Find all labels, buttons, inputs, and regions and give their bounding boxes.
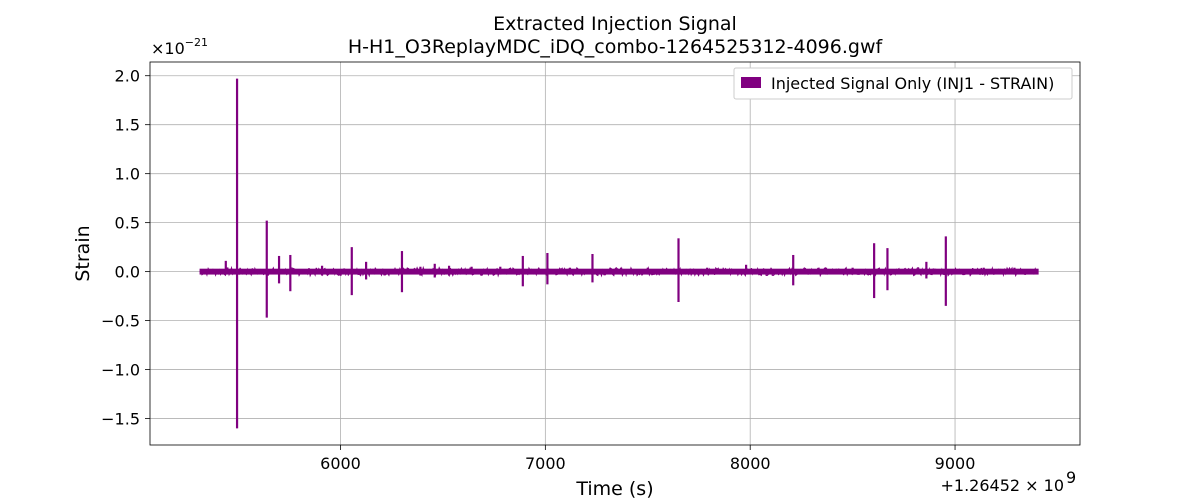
plot-frame [149,61,1081,446]
y-tick-label: −1.0 [101,361,140,380]
x-offset-exponent: 9 [1066,468,1076,487]
y-tick-label: 1.0 [115,165,140,184]
x-tick-label: 7000 [525,454,566,473]
y-tick-label: −0.5 [101,312,140,331]
chart-title: Extracted Injection Signal [493,13,737,35]
x-offset-base: +1.26452 × 10 [940,476,1064,495]
x-axis: 6000 7000 8000 9000 [320,445,975,473]
y-axis: −1.5 −1.0 −0.5 0.0 0.5 1.0 1.5 2.0 [101,67,150,429]
y-tick-label: 0.0 [115,263,140,282]
legend-box [733,67,1073,100]
plot-area [199,78,1039,429]
legend-swatch [741,77,761,88]
legend-label: Injected Signal Only (INJ1 - STRAIN) [771,74,1054,93]
x-axis-title: Time (s) [575,478,653,500]
x-tick-label: 8000 [730,454,771,473]
x-tick-label: 6000 [320,454,361,473]
signal-baseline-trace [199,265,1039,278]
y-tick-label: 0.5 [115,214,140,233]
legend: Injected Signal Only (INJ1 - STRAIN) [733,67,1073,100]
series-injected-signal [199,78,1039,429]
y-tick-label: 2.0 [115,67,140,86]
y-scale-exponent: −21 [185,36,208,49]
y-scale-factor: ×10−21 [151,36,208,58]
x-offset-label: +1.26452 × 10 [940,476,1064,495]
y-scale-base: ×10 [151,39,185,58]
x-tick-label: 9000 [935,454,976,473]
y-tick-label: 1.5 [115,116,140,135]
y-tick-label: −1.5 [101,410,140,429]
chart-subtitle: H-H1_O3ReplayMDC_iDQ_combo-1264525312-40… [348,36,884,58]
y-axis-title: Strain [72,225,94,281]
